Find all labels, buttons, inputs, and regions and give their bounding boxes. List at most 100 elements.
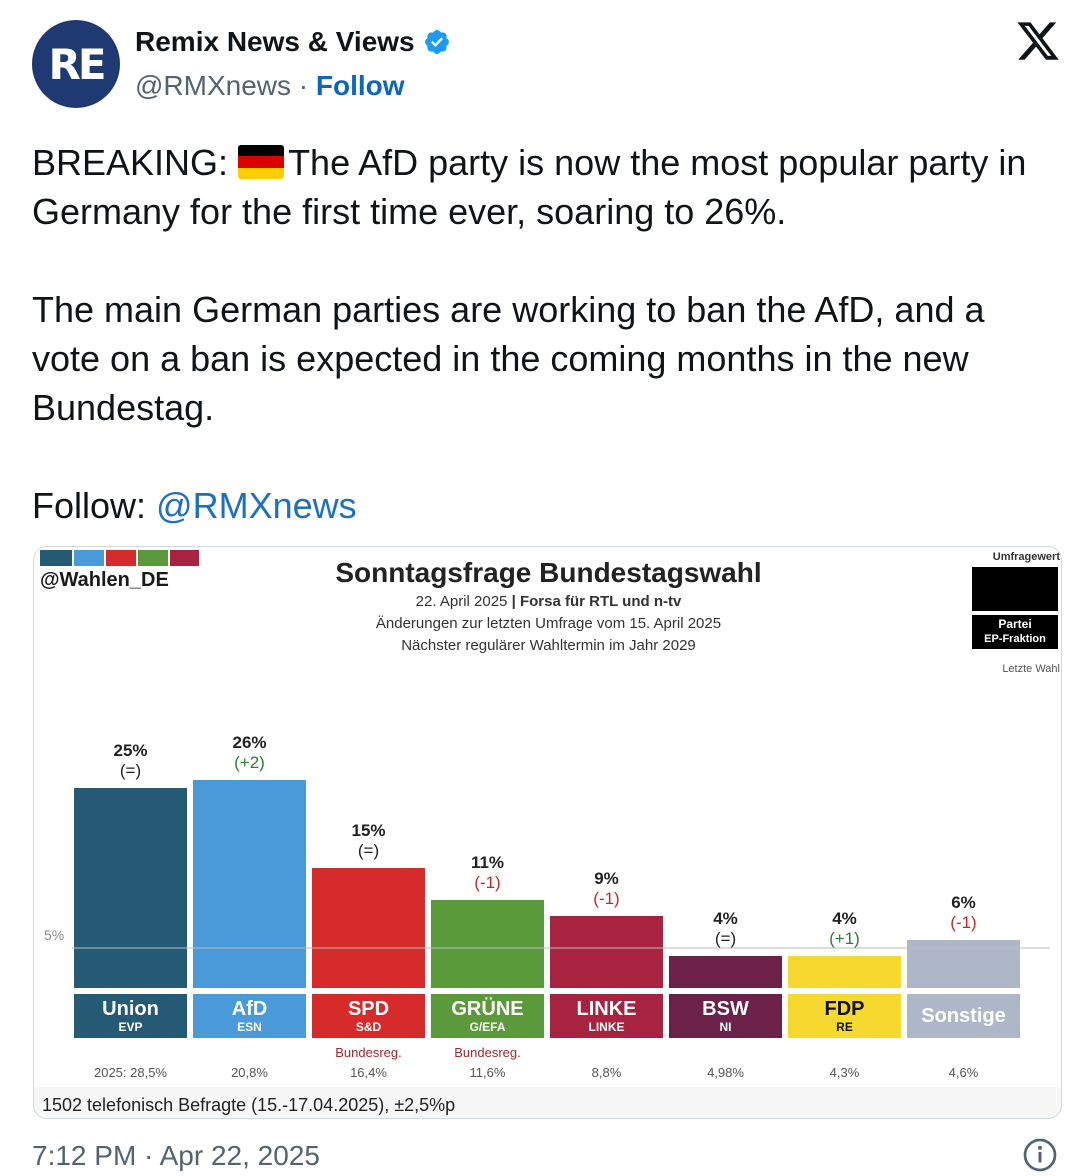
- tweet-paragraph-2: The main German parties are working to b…: [32, 289, 985, 428]
- party-box-2: [312, 994, 425, 1038]
- chart-footnote: 1502 telefonisch Befragte (15.-17.04.202…: [42, 1095, 456, 1115]
- change-label-1: (+2): [234, 753, 265, 772]
- stripe-5: [170, 550, 199, 566]
- last-election-6: 4,3%: [830, 1065, 860, 1080]
- stripe-1: [40, 550, 72, 566]
- tweet-line1-text: The AfD party is now the most popular pa…: [32, 142, 1027, 232]
- value-label-1: 26%: [232, 733, 266, 752]
- party-fraction-3: G/EFA: [469, 1020, 505, 1034]
- legend-value-swatch: [972, 567, 1058, 611]
- change-label-3: (-1): [474, 873, 500, 892]
- party-fraction-6: RE: [836, 1020, 853, 1034]
- bar-3: [431, 900, 544, 988]
- chart-source-tag: @Wahlen_DE: [40, 569, 169, 591]
- author-handle[interactable]: @RMXnews: [135, 70, 292, 101]
- poll-date: 22. April 2025: [415, 593, 508, 610]
- value-label-7: 6%: [951, 893, 976, 912]
- annotation-2: Bundesreg.: [335, 1045, 402, 1060]
- last-election-4: 8,8%: [592, 1065, 622, 1080]
- change-label-6: (+1): [829, 929, 860, 948]
- party-box-3: [431, 994, 544, 1038]
- party-name-6: FDP: [825, 998, 865, 1020]
- chart-legend: Umfragewert Partei EP-Fraktion Letzte Wa…: [972, 551, 1060, 675]
- chart-subtitle-next-election: Nächster regulärer Wahltermin im Jahr 20…: [401, 637, 696, 654]
- stripe-3: [106, 550, 136, 566]
- x-logo-icon[interactable]: [1015, 18, 1061, 64]
- bar-4: [550, 916, 663, 988]
- tweet-paragraph-3: Follow: @RMXnews: [32, 481, 1062, 530]
- party-name-4: LINKE: [577, 998, 637, 1020]
- value-label-4: 9%: [594, 869, 619, 888]
- follow-button[interactable]: Follow: [315, 70, 405, 101]
- annotation-3: Bundesreg.: [454, 1045, 521, 1060]
- subtitle-divider: |: [507, 593, 520, 610]
- follow-prefix: Follow:: [32, 485, 157, 526]
- tweet-header: RE Remix News & Views @RMXnews · Follow: [0, 0, 1073, 120]
- last-election-0: 2025: 28,5%: [94, 1065, 167, 1080]
- party-box-1: [193, 994, 306, 1038]
- change-label-0: (=): [120, 761, 141, 780]
- party-name-0: Union: [102, 998, 159, 1020]
- party-fraction-0: EVP: [118, 1020, 142, 1034]
- germany-flag-icon: [238, 145, 285, 179]
- author-display-name[interactable]: Remix News & Views: [135, 26, 451, 58]
- value-label-6: 4%: [832, 909, 857, 928]
- legend-value-label: Umfragewert: [992, 551, 1060, 563]
- chart-subtitle-changes: Änderungen zur letzten Umfrage vom 15. A…: [375, 615, 722, 632]
- tweet-body: BREAKING: The AfD party is now the most …: [32, 138, 1062, 530]
- party-box-4: [550, 994, 663, 1038]
- legend-fraction-label: EP-Fraktion: [984, 633, 1046, 645]
- info-icon[interactable]: [1022, 1137, 1058, 1173]
- last-election-7: 4,6%: [949, 1065, 979, 1080]
- author-name-text[interactable]: Remix News & Views: [135, 26, 415, 57]
- bar-7: [907, 940, 1020, 988]
- party-fraction-5: NI: [720, 1020, 732, 1034]
- bar-2: [312, 868, 425, 988]
- tweet-paragraph-1: BREAKING: The AfD party is now the most …: [32, 138, 1062, 236]
- tweet-breaking-prefix: BREAKING:: [32, 142, 239, 183]
- legend-party-swatch: Partei EP-Fraktion: [972, 615, 1058, 649]
- value-label-3: 11%: [471, 853, 504, 872]
- change-label-2: (=): [358, 841, 379, 860]
- value-label-5: 4%: [713, 909, 738, 928]
- handle-separator: ·: [291, 70, 316, 101]
- bar-1: [193, 780, 306, 988]
- party-box-6: [788, 994, 901, 1038]
- last-election-1: 20,8%: [231, 1065, 268, 1080]
- author-avatar[interactable]: RE: [32, 20, 120, 108]
- last-election-5: 4,98%: [707, 1065, 744, 1080]
- bar-5: [669, 956, 782, 988]
- chart-image[interactable]: @Wahlen_DE Sonntagsfrage Bundestagswahl …: [33, 546, 1062, 1119]
- change-label-5: (=): [715, 929, 736, 948]
- legend-last-election-label: Letzte Wahl: [1002, 663, 1060, 675]
- bar-0: [74, 788, 187, 988]
- value-label-2: 15%: [351, 821, 385, 840]
- party-fraction-2: S&D: [356, 1020, 382, 1034]
- value-label-0: 25%: [113, 741, 147, 760]
- change-label-7: (-1): [950, 913, 976, 932]
- last-election-3: 11,6%: [470, 1065, 506, 1080]
- party-name-3: GRÜNE: [451, 997, 523, 1020]
- author-handle-line: @RMXnews · Follow: [135, 70, 405, 102]
- stripe-2: [74, 550, 104, 566]
- party-box-7: [907, 994, 1020, 1038]
- party-fraction-4: LINKE: [589, 1020, 625, 1034]
- last-election-2: 16,4%: [350, 1065, 387, 1080]
- tweet-timestamp[interactable]: 7:12 PM · Apr 22, 2025: [32, 1140, 320, 1171]
- change-label-4: (-1): [593, 889, 619, 908]
- chart-title: Sonntagsfrage Bundestagswahl: [335, 557, 762, 588]
- party-box-0: [74, 994, 187, 1038]
- threshold-label: 5%: [44, 927, 64, 943]
- chart-subtitle-date: 22. April 2025 | Forsa für RTL und n-tv: [34, 593, 1061, 610]
- party-name-2: SPD: [348, 998, 389, 1020]
- verified-badge-icon: [423, 28, 451, 56]
- party-box-5: [669, 994, 782, 1038]
- legend-party-label: Partei: [998, 617, 1032, 631]
- pollster: Forsa für RTL und n-tv: [519, 593, 682, 610]
- party-fraction-1: ESN: [237, 1020, 262, 1034]
- party-name-7: Sonstige: [921, 1005, 1005, 1027]
- party-name-1: AfD: [232, 998, 268, 1020]
- party-name-5: BSW: [702, 998, 749, 1020]
- mention-link[interactable]: @RMXnews: [156, 485, 357, 526]
